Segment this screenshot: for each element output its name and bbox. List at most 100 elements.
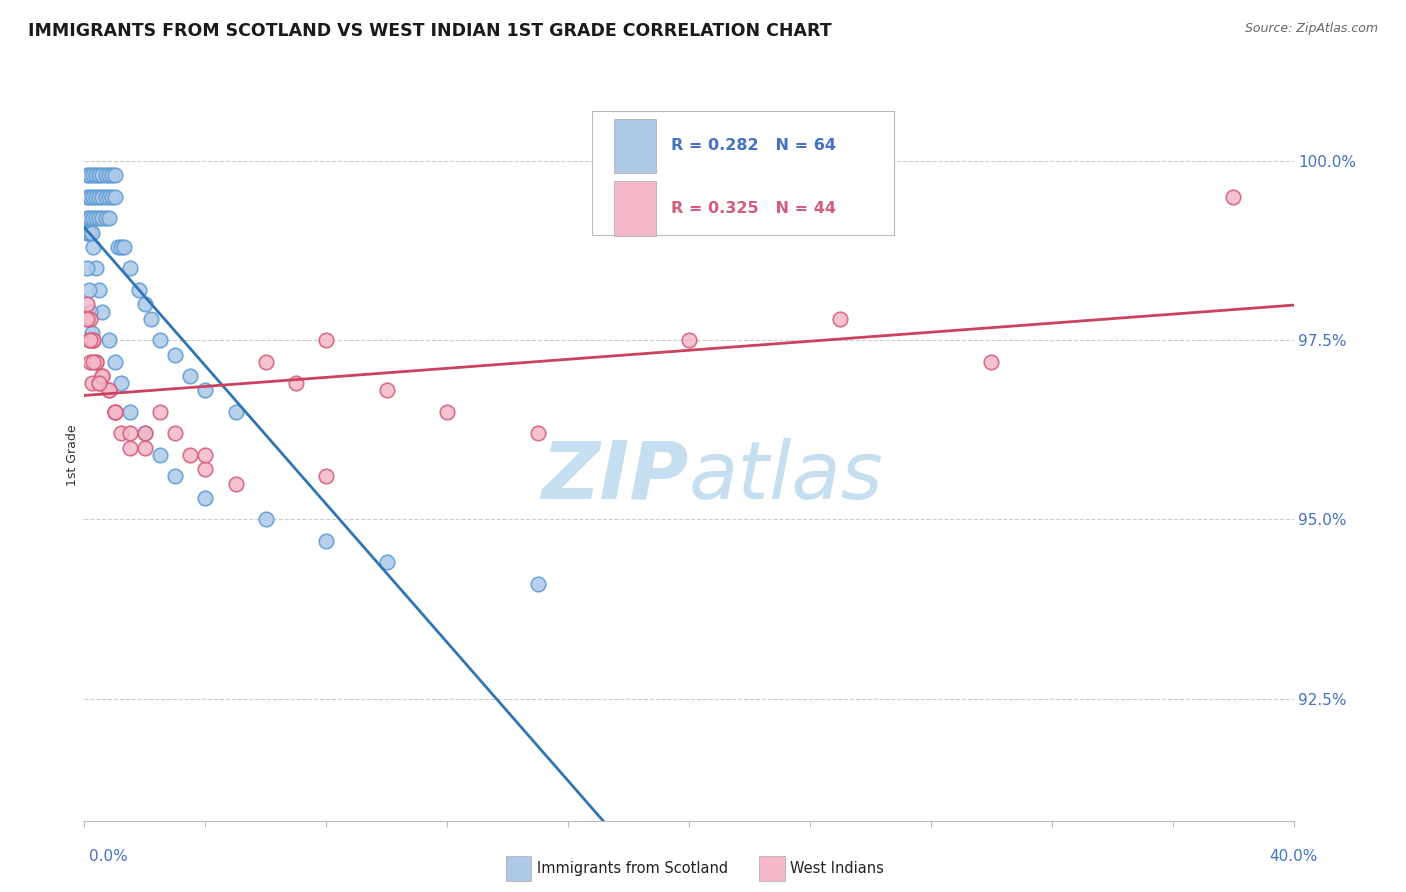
- Text: Immigrants from Scotland: Immigrants from Scotland: [537, 862, 728, 876]
- Point: [97, 333, 120, 347]
- Point: [76, 297, 98, 311]
- Point: [436, 405, 458, 419]
- Point: [80, 226, 103, 240]
- Point: [86, 190, 108, 204]
- Bar: [592, 112, 894, 235]
- Point: [107, 240, 129, 254]
- Text: Source: ZipAtlas.com: Source: ZipAtlas.com: [1244, 22, 1378, 36]
- Point: [100, 168, 122, 182]
- Point: [86, 354, 108, 368]
- Point: [104, 190, 127, 204]
- Point: [104, 405, 127, 419]
- Point: [194, 384, 217, 398]
- Point: [254, 512, 277, 526]
- Point: [79, 190, 101, 204]
- Point: [194, 491, 217, 505]
- Point: [100, 190, 122, 204]
- Point: [254, 354, 277, 368]
- Point: [89, 168, 111, 182]
- Point: [527, 426, 550, 441]
- Point: [76, 226, 98, 240]
- Point: [79, 168, 101, 182]
- Point: [134, 297, 156, 311]
- Point: [134, 426, 156, 441]
- Point: [112, 240, 135, 254]
- Point: [79, 311, 101, 326]
- Text: West Indians: West Indians: [790, 862, 884, 876]
- Point: [97, 168, 120, 182]
- Point: [285, 376, 308, 391]
- Point: [179, 448, 201, 462]
- Point: [80, 326, 103, 340]
- Point: [91, 190, 114, 204]
- Point: [375, 556, 398, 570]
- Text: 0.0%: 0.0%: [89, 849, 128, 864]
- Point: [91, 369, 114, 384]
- Point: [134, 426, 156, 441]
- Point: [139, 311, 162, 326]
- Point: [76, 168, 98, 182]
- Point: [82, 354, 104, 368]
- Point: [76, 190, 98, 204]
- Point: [82, 190, 104, 204]
- Point: [980, 354, 1002, 368]
- Point: [91, 211, 114, 226]
- Point: [1222, 190, 1244, 204]
- Point: [194, 462, 217, 476]
- Point: [104, 168, 127, 182]
- Point: [82, 240, 104, 254]
- Point: [77, 283, 100, 297]
- Point: [82, 211, 104, 226]
- Point: [82, 333, 104, 347]
- Point: [91, 168, 114, 182]
- Point: [97, 384, 120, 398]
- Point: [94, 190, 117, 204]
- Point: [315, 533, 337, 548]
- Point: [86, 261, 108, 276]
- Point: [89, 376, 111, 391]
- Point: [79, 304, 101, 318]
- Point: [97, 384, 120, 398]
- Point: [104, 405, 127, 419]
- Point: [118, 426, 141, 441]
- Point: [118, 405, 141, 419]
- Point: [79, 211, 101, 226]
- Point: [76, 311, 98, 326]
- Point: [165, 426, 187, 441]
- Point: [110, 240, 132, 254]
- Point: [89, 283, 111, 297]
- Point: [94, 168, 117, 182]
- Point: [315, 469, 337, 483]
- Text: IMMIGRANTS FROM SCOTLAND VS WEST INDIAN 1ST GRADE CORRELATION CHART: IMMIGRANTS FROM SCOTLAND VS WEST INDIAN …: [28, 22, 832, 40]
- Point: [110, 376, 132, 391]
- Point: [77, 333, 100, 347]
- Point: [110, 426, 132, 441]
- Point: [77, 226, 100, 240]
- Point: [315, 333, 337, 347]
- Point: [89, 376, 111, 391]
- Point: [86, 168, 108, 182]
- Point: [91, 369, 114, 384]
- Point: [76, 311, 98, 326]
- Point: [179, 369, 201, 384]
- Text: R = 0.282   N = 64: R = 0.282 N = 64: [671, 138, 835, 153]
- Point: [97, 211, 120, 226]
- Point: [76, 211, 98, 226]
- Point: [678, 333, 700, 347]
- Point: [86, 354, 108, 368]
- Point: [79, 226, 101, 240]
- Point: [225, 405, 247, 419]
- Y-axis label: 1st Grade: 1st Grade: [66, 424, 79, 486]
- Point: [80, 376, 103, 391]
- Point: [79, 354, 101, 368]
- Point: [149, 405, 172, 419]
- Point: [91, 304, 114, 318]
- Text: atlas: atlas: [689, 438, 884, 516]
- Point: [165, 347, 187, 361]
- Point: [94, 211, 117, 226]
- Point: [104, 354, 127, 368]
- Point: [86, 211, 108, 226]
- Point: [194, 448, 217, 462]
- Point: [165, 469, 187, 483]
- Point: [128, 283, 150, 297]
